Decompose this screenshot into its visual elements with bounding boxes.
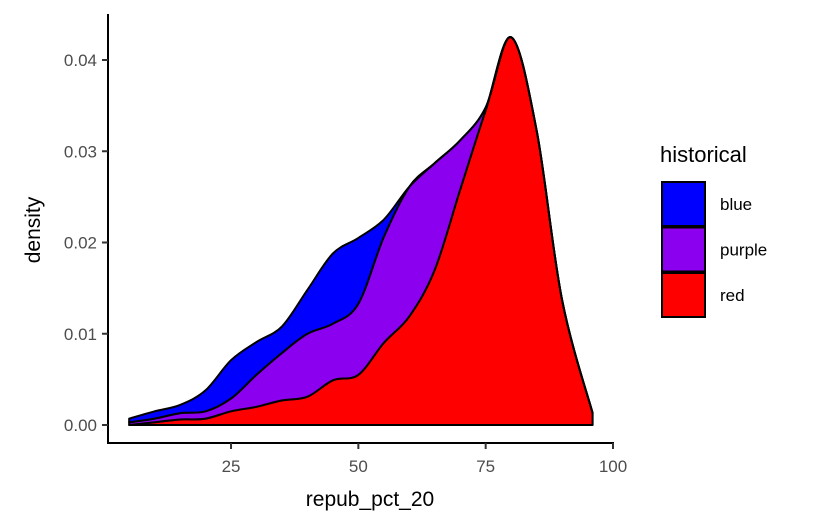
density-area-blue — [128, 36, 594, 424]
x-axis-title: repub_pct_20 — [306, 488, 434, 511]
x-axis-ticks: 25 50 75 100 — [222, 443, 627, 476]
legend-key-red — [661, 272, 706, 318]
x-tick-label: 100 — [599, 457, 627, 476]
y-tick-label: 0.01 — [64, 325, 97, 344]
legend-key-blue — [661, 181, 706, 227]
plot-areas — [128, 36, 594, 426]
legend-label-red: red — [720, 286, 745, 305]
y-tick-label: 0.04 — [64, 51, 97, 70]
y-tick-label: 0.00 — [64, 416, 97, 435]
y-tick-label: 0.03 — [64, 142, 97, 161]
x-tick-label: 25 — [222, 457, 241, 476]
x-tick-label: 75 — [476, 457, 495, 476]
x-tick-label: 50 — [349, 457, 368, 476]
legend-label-purple: purple — [720, 241, 767, 260]
legend-label-blue: blue — [720, 195, 752, 214]
y-axis-title: density — [22, 196, 45, 263]
y-tick-label: 0.02 — [64, 234, 97, 253]
legend-title: historical — [660, 142, 747, 167]
legend: historical blue purple red — [660, 142, 767, 318]
y-axis-ticks: 0.00 0.01 0.02 0.03 0.04 — [64, 51, 108, 435]
legend-key-purple — [661, 226, 706, 273]
